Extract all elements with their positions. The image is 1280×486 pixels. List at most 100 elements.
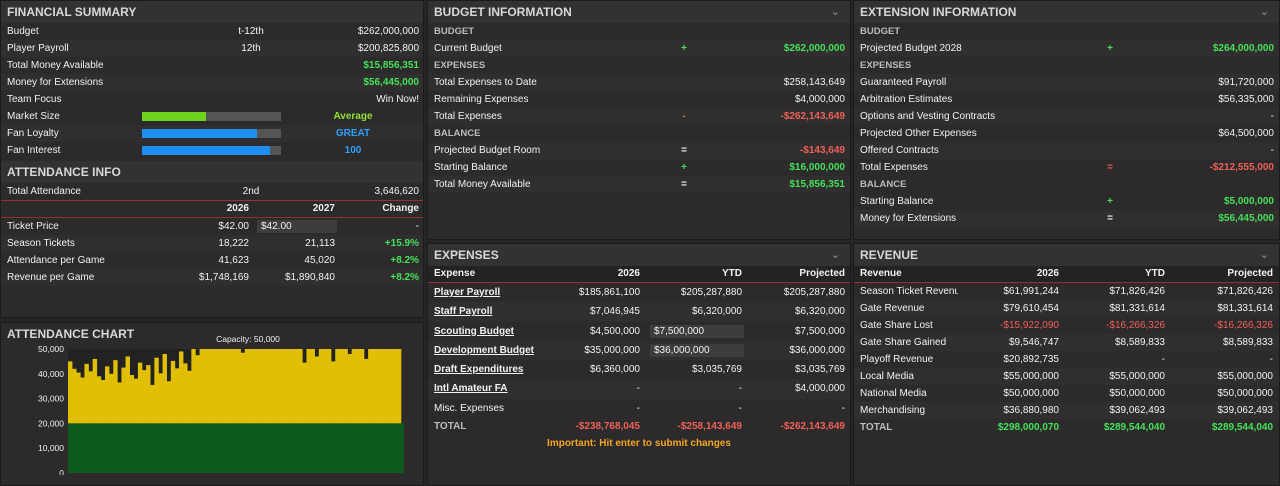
value-projected: $3,035,769 [794, 364, 845, 376]
value-projected: $4,000,000 [794, 383, 845, 395]
ticket-price-input[interactable]: $42.00 [257, 220, 337, 233]
info-row: Options and Vesting Contracts - [854, 108, 1279, 125]
value-projected: $205,287,880 [783, 287, 845, 298]
row-value: $56,445,000 [1218, 213, 1274, 224]
attendance-bar [392, 349, 398, 424]
row-operator: = [681, 145, 687, 156]
y-tick-label: 40,000 [38, 369, 64, 379]
row-label: Total Money Available [434, 179, 531, 190]
expense-link[interactable]: Scouting Budget [434, 325, 514, 337]
row-label: Guaranteed Payroll [860, 77, 947, 88]
revenue-rows: Season Ticket Revenue $61,991,244 $71,826,… [854, 283, 1279, 419]
revenue-table-header: Revenue 2026 YTD Projected [854, 266, 1279, 283]
value-2026: $4,500,000 [589, 325, 640, 337]
attendance-bar [343, 349, 348, 424]
ytd-budget-input[interactable]: $7,500,000 [650, 324, 744, 338]
row-label: Gate Share Gained [860, 337, 947, 348]
financial-summary-panel: FINANCIAL SUMMARY Budget t-12th $262,000,0… [0, 0, 424, 318]
ytd-budget-input[interactable]: $36,000,000 [650, 343, 744, 357]
expense-link[interactable]: Player Payroll [434, 287, 501, 298]
col-expense: Expense [434, 268, 476, 279]
row-label: Remaining Expenses [434, 94, 529, 105]
level-meter [142, 146, 281, 155]
attendance-bar [150, 384, 155, 424]
attendance-bar [133, 378, 139, 424]
revenue-row: National Media $50,000,000 $50,000,000 $50,… [854, 385, 1279, 402]
value-ytd: - [738, 383, 742, 395]
attendance-bar [314, 356, 320, 424]
submit-note: Important: Hit enter to submit changes [547, 438, 731, 450]
level-meter-fill [142, 129, 258, 138]
value-change: +8.2% [390, 272, 419, 283]
attendance-row: Ticket Price $42.00 $42.00 - [1, 218, 423, 235]
attendance-bar [253, 349, 258, 424]
attendance-bar [248, 349, 254, 424]
expense-link[interactable]: Draft Expenditures [434, 364, 524, 376]
row-label: Ticket Price [7, 221, 59, 232]
section-label: BALANCE [434, 128, 481, 139]
attendance-bar [380, 349, 385, 424]
chevron-down-icon[interactable]: ⌄ [830, 6, 840, 18]
extension-information-panel: EXTENSION INFORMATION ⌄ BUDGET Projected B… [853, 0, 1280, 240]
value-projected: $36,000,000 [789, 344, 845, 356]
attendance-bar [68, 361, 73, 424]
expense-row: Intl Amateur FA - - $4,000,000 [428, 379, 850, 399]
value-2026: $50,000,000 [1003, 388, 1059, 399]
expense-link[interactable]: Intl Amateur FA [434, 383, 508, 395]
attendance-chart-panel: ATTENDANCE CHART Capacity: 50,000 50,000 4… [0, 322, 424, 486]
attendance-bar [113, 360, 118, 424]
attendance-bar [244, 349, 250, 424]
attendance-bar [105, 366, 110, 424]
attendance-bar [322, 349, 328, 424]
value-2026: 18,222 [218, 238, 249, 249]
attendance-bar [318, 349, 324, 424]
attendance-bar [277, 349, 283, 424]
row-label: Arbitration Estimates [860, 94, 953, 105]
revenue-panel: REVENUE ⌄ Revenue 2026 YTD Projected Seas… [853, 243, 1280, 486]
value-projected: - [1269, 354, 1273, 365]
value-ytd: $81,331,614 [1109, 303, 1165, 314]
attendance-bar [154, 357, 159, 424]
row-operator: + [681, 43, 687, 54]
expense-link[interactable]: Development Budget [434, 344, 535, 356]
row-value: $5,000,000 [1223, 196, 1274, 207]
attendance-bar [125, 356, 130, 424]
meter-value: Average [333, 111, 373, 122]
attendance-bar [117, 382, 122, 424]
financial-row: Team Focus Win Now! [1, 91, 423, 108]
value-2027: 21,113 [305, 238, 335, 249]
value-projected: $39,062,493 [1217, 405, 1273, 416]
attendance-bar [142, 370, 147, 424]
value-2026: $61,991,244 [1003, 286, 1059, 297]
attendance-bar [224, 349, 229, 424]
chevron-down-icon[interactable]: ⌄ [1259, 6, 1269, 18]
info-row: Starting Balance + $5,000,000 [854, 193, 1279, 210]
value-ytd: - [1161, 354, 1165, 365]
row-label: TOTAL [434, 421, 467, 433]
attendance-bar [76, 372, 81, 424]
row-label: Money for Extensions [7, 77, 104, 88]
info-row: Money for Extensions = $56,445,000 [854, 210, 1279, 227]
chevron-down-icon[interactable]: ⌄ [1259, 249, 1269, 261]
value-2026: $20,892,735 [1003, 354, 1059, 365]
attendance-bar [211, 349, 217, 424]
row-operator: = [1107, 213, 1113, 224]
attendance-bar [364, 358, 369, 424]
value-2026: $185,861,100 [578, 287, 640, 298]
expense-row: Player Payroll $185,861,100 $205,287,880 $2… [428, 283, 850, 302]
expense-link[interactable]: Staff Payroll [434, 306, 493, 318]
value-projected: - [841, 402, 845, 414]
value-2026: - [636, 383, 640, 395]
panel-title: EXTENSION INFORMATION [860, 5, 1017, 19]
budget-rows: BUDGET Current Budget + $262,000,000 EXPENSE… [428, 23, 850, 193]
row-operator: - [682, 111, 686, 122]
chevron-down-icon[interactable]: ⌄ [830, 249, 840, 261]
value-2026: 41,623 [218, 255, 249, 266]
attendance-bar [162, 353, 167, 424]
budget-information-panel: BUDGET INFORMATION ⌄ BUDGET Current Budget… [427, 0, 851, 240]
total-attendance-row: Total Attendance 2nd 3,646,620 [1, 183, 423, 201]
expenses-panel: EXPENSES ⌄ Expense 2026 YTD Projected Pla… [427, 243, 851, 486]
total-projected: $289,544,040 [1211, 422, 1273, 433]
revenue-row: Merchandising $36,880,980 $39,062,493 $39,0… [854, 402, 1279, 419]
value-ytd: $55,000,000 [1109, 371, 1165, 382]
